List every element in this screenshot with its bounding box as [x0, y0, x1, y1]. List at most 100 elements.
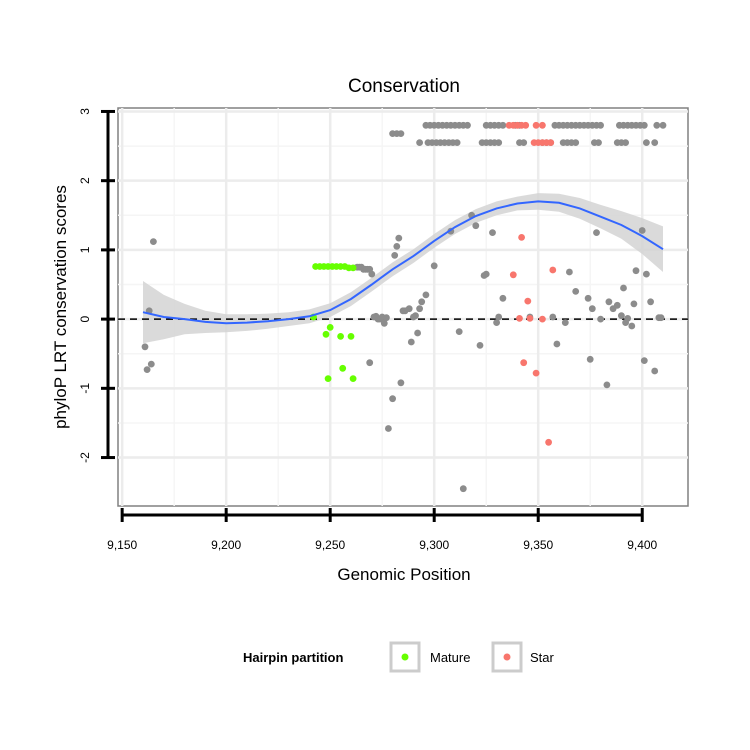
x-axis-title: Genomic Position — [337, 565, 470, 584]
y-tick-label: 1 — [78, 246, 92, 253]
point-other — [464, 121, 471, 129]
point-other — [653, 121, 661, 129]
point-other — [643, 270, 650, 278]
point-other — [499, 121, 507, 129]
point-other — [640, 357, 648, 364]
point-other — [414, 329, 421, 337]
point-other — [595, 139, 602, 147]
y-tick-label: 2 — [78, 177, 92, 184]
legend-title: Hairpin partition — [243, 650, 343, 665]
point-star — [522, 121, 530, 129]
point-other — [613, 301, 621, 309]
x-tick-label: 9,200 — [211, 538, 241, 552]
point-star — [518, 234, 525, 241]
point-other — [393, 243, 401, 250]
point-star — [520, 359, 528, 367]
point-other — [143, 366, 151, 373]
point-other — [430, 262, 438, 270]
point-other — [622, 139, 629, 147]
point-other — [549, 313, 557, 321]
point-other — [482, 270, 490, 278]
x-tick-label: 9,350 — [523, 538, 553, 552]
point-other — [603, 381, 611, 389]
point-other — [620, 284, 627, 292]
point-other — [495, 313, 503, 321]
point-other — [412, 312, 419, 320]
point-other — [643, 139, 650, 147]
point-other — [624, 315, 632, 322]
point-other — [499, 294, 507, 302]
smooth-curve — [142, 200, 664, 325]
point-other — [561, 319, 569, 326]
legend-item-star: Star — [491, 641, 555, 673]
legend-label-star: Star — [530, 650, 555, 665]
x-axis: 9,150 9,200 9,250 9,300 9,350 9,400 — [107, 508, 658, 552]
point-star — [532, 121, 540, 129]
point-other — [588, 305, 596, 313]
y-tick-label: -2 — [78, 452, 92, 463]
point-other — [389, 395, 396, 403]
point-star — [524, 297, 532, 305]
point-star — [526, 315, 534, 322]
x-tick-label: 9,250 — [315, 538, 345, 552]
point-star — [549, 266, 557, 274]
point-other — [630, 300, 638, 308]
point-other — [418, 298, 426, 306]
smooth-line — [142, 200, 664, 325]
point-other — [618, 312, 625, 320]
confidence-band-area — [143, 193, 663, 344]
point-other — [584, 294, 592, 302]
point-other — [597, 121, 604, 129]
point-other — [141, 343, 149, 351]
point-other — [566, 268, 573, 276]
y-tick-label: 0 — [78, 315, 92, 322]
x-tick-label: 9,150 — [107, 538, 137, 552]
point-other — [368, 270, 376, 278]
legend-label-mature: Mature — [430, 650, 470, 665]
point-other — [455, 328, 463, 335]
point-other — [397, 379, 405, 387]
legend-key-mature — [401, 653, 409, 661]
point-other — [605, 298, 613, 306]
point-star — [539, 121, 546, 129]
point-star — [516, 315, 523, 322]
point-other — [657, 314, 665, 322]
point-other — [489, 229, 496, 237]
y-axis: -2 -1 0 1 2 3 — [78, 108, 115, 463]
point-other — [476, 342, 484, 349]
point-mature — [339, 364, 347, 372]
x-tick-label: 9,400 — [627, 538, 657, 552]
y-axis-title: phyloP LRT conservation scores — [51, 185, 70, 429]
x-tick-label: 9,300 — [419, 538, 449, 552]
legend: Hairpin partition Mature Star — [243, 641, 555, 673]
point-mature — [324, 375, 332, 382]
plot-panel — [117, 107, 689, 507]
point-mature — [349, 375, 357, 382]
point-star — [547, 139, 555, 147]
point-other — [459, 485, 467, 493]
point-other — [640, 121, 648, 129]
point-other — [651, 139, 659, 147]
point-other — [407, 338, 415, 346]
point-star — [532, 369, 540, 377]
point-other — [659, 121, 667, 129]
legend-key-star — [503, 653, 511, 661]
point-other — [572, 288, 580, 295]
point-other — [647, 298, 654, 306]
point-other — [380, 319, 388, 327]
legend-item-mature: Mature — [389, 641, 470, 673]
point-mature — [322, 330, 330, 338]
point-other — [572, 139, 580, 147]
point-other — [597, 315, 604, 323]
point-other — [405, 305, 413, 313]
point-other — [586, 355, 594, 363]
point-other — [366, 359, 374, 367]
point-other — [383, 314, 390, 322]
point-other — [495, 139, 503, 147]
point-mature — [337, 333, 344, 340]
point-star — [545, 438, 552, 446]
point-other — [391, 252, 399, 259]
y-tick-label: 3 — [78, 108, 92, 115]
point-mature — [349, 264, 357, 272]
point-mature — [326, 324, 334, 331]
